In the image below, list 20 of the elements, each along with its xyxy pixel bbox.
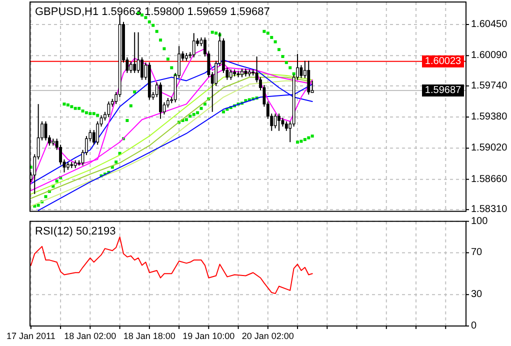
ref-line-label: 1.59687 bbox=[424, 84, 462, 96]
y-tick-label: 1.60450 bbox=[471, 18, 508, 30]
y-tick-label: 1.58310 bbox=[471, 204, 508, 216]
x-tick-label: 17 Jan 2011 bbox=[6, 331, 56, 341]
ref-line-label: 1.60023 bbox=[424, 56, 462, 67]
y-tick-label: 30 bbox=[471, 289, 483, 300]
y-tick-label: 1.59740 bbox=[471, 80, 508, 92]
y-tick-label: 100 bbox=[471, 216, 488, 227]
x-tick-label: 20 Jan 02:00 bbox=[242, 331, 294, 341]
y-tick-label: 70 bbox=[471, 247, 483, 258]
x-tick-label: 18 Jan 18:00 bbox=[123, 331, 176, 341]
y-tick-label: 1.59380 bbox=[471, 112, 508, 123]
chart-title: GBPUSD,H1 1.59663 1.59800 1.59659 1.59687 bbox=[35, 6, 270, 18]
x-tick-label: 19 Jan 10:00 bbox=[182, 331, 235, 341]
chart-title: RSI(12) 50.2193 bbox=[35, 225, 116, 238]
y-tick-label: 1.58660 bbox=[471, 174, 508, 185]
y-tick-label: 0 bbox=[471, 320, 477, 332]
x-tick-label: 18 Jan 02:00 bbox=[64, 331, 116, 341]
y-tick-label: 1.60090 bbox=[471, 50, 508, 62]
y-tick-label: 1.59020 bbox=[471, 142, 508, 154]
